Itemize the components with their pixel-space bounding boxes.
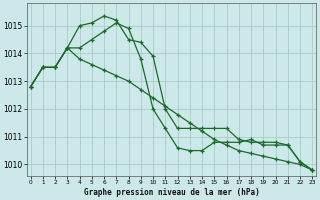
X-axis label: Graphe pression niveau de la mer (hPa): Graphe pression niveau de la mer (hPa)	[84, 188, 259, 197]
